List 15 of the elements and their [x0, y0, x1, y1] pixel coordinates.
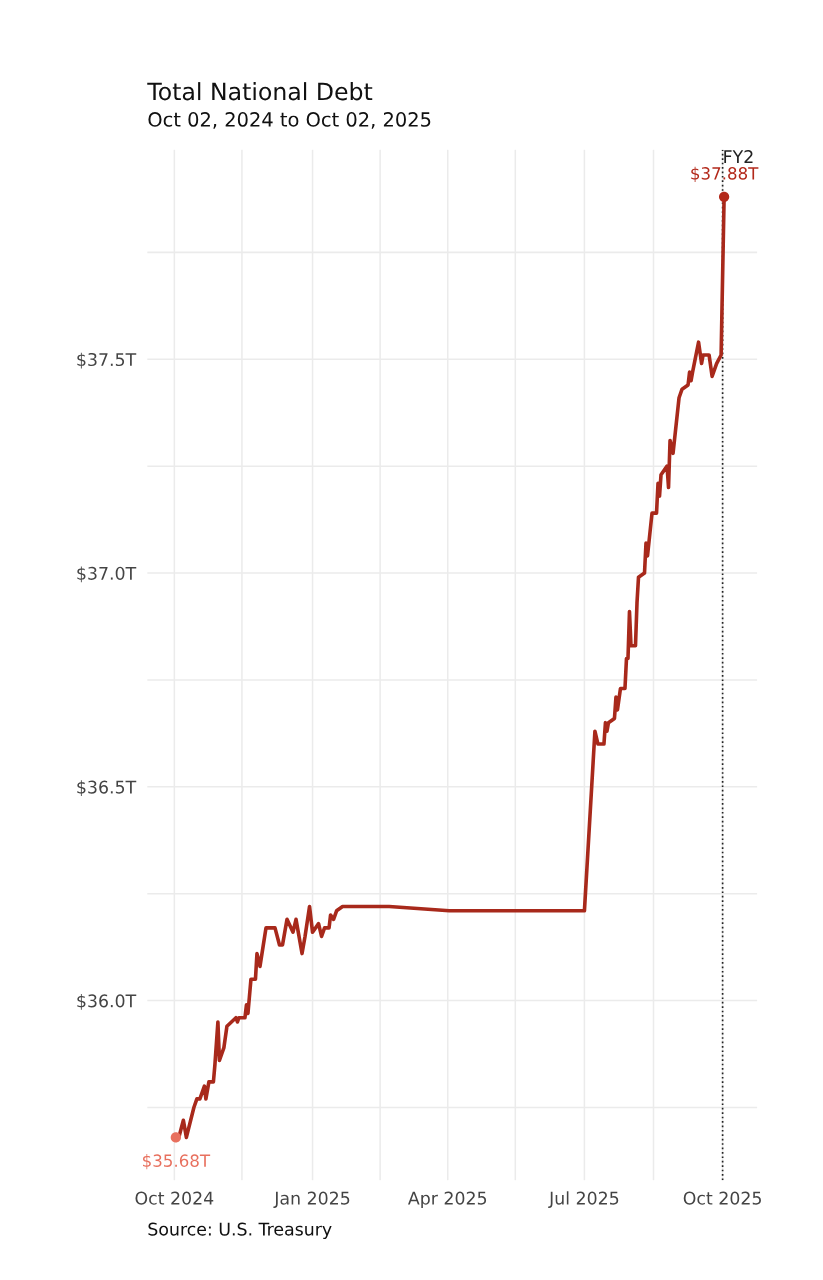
chart-title: Total National Debt — [147, 82, 373, 101]
y-tick-label: $36.5T — [77, 780, 137, 796]
y-tick-label: $37.0T — [77, 566, 137, 583]
source-note: Source: U.S. Treasury — [148, 1222, 332, 1240]
y-tick-label: $36.0T — [77, 993, 137, 1010]
y-tick-label: $37.5T — [77, 352, 137, 369]
ref-line-label: FY2 — [724, 150, 753, 163]
x-tick-label: Oct 2025 — [683, 1191, 761, 1205]
data-label: $35.68T — [142, 1154, 211, 1170]
x-tick-label: Oct 2024 — [135, 1191, 214, 1205]
chart-subtitle: Oct 02, 2024 to Oct 02, 2025 — [148, 112, 431, 129]
x-tick-label: Apr 2025 — [408, 1191, 487, 1209]
data-label: $37.88T — [691, 166, 759, 182]
x-tick-label: Jul 2025 — [548, 1191, 619, 1208]
x-tick-label: Jan 2025 — [273, 1191, 350, 1208]
